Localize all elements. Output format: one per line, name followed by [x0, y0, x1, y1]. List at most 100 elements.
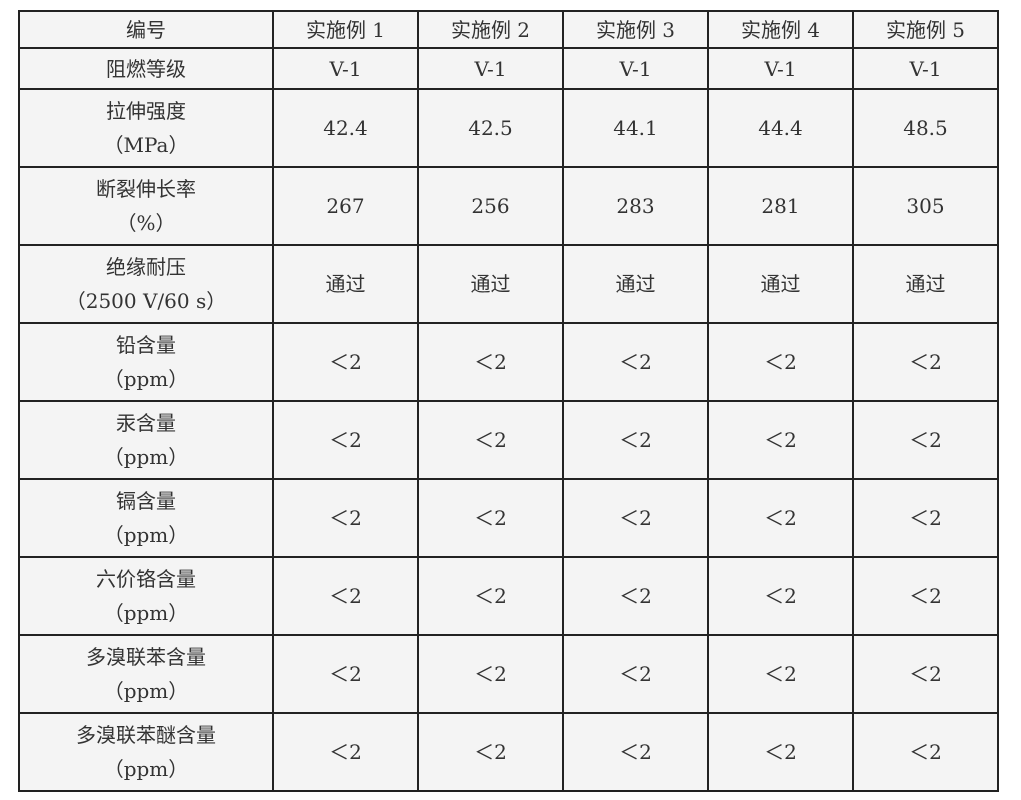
cell-text: 283 [616, 194, 655, 218]
cell-text: 通过 [905, 272, 946, 296]
cell-text: 实施例 5 [885, 17, 966, 42]
cell-text: （%） [116, 211, 176, 235]
value-cell: ＜2 [417, 322, 564, 402]
cell-text: 通过 [615, 272, 656, 296]
cell-text: 编号 [126, 17, 166, 42]
value-cell: V-1 [707, 47, 854, 90]
value-cell: ＜2 [417, 478, 564, 558]
table-row: 多溴联苯含量 （ppm） ＜2 ＜2 ＜2 ＜2 ＜2 [18, 634, 999, 714]
cell-text: ＜2 [619, 428, 652, 452]
value-cell: ＜2 [272, 322, 419, 402]
cell-text: ＜2 [909, 350, 942, 374]
cell-text: ＜2 [329, 740, 362, 764]
value-cell: ＜2 [417, 556, 564, 636]
cell-text: 实施例 4 [740, 17, 821, 42]
value-cell: 281 [707, 166, 854, 246]
value-cell: ＜2 [562, 478, 709, 558]
cell-text: ＜2 [329, 428, 362, 452]
cell-text: ＜2 [474, 584, 507, 608]
value-cell: ＜2 [852, 322, 999, 402]
value-cell: ＜2 [707, 634, 854, 714]
cell-text: ＜2 [474, 350, 507, 374]
value-cell: ＜2 [272, 556, 419, 636]
cell-text: 多溴联苯含量 [86, 645, 206, 669]
row-label: 铅含量 （ppm） [18, 322, 274, 402]
value-cell: ＜2 [852, 712, 999, 792]
value-cell: ＜2 [852, 634, 999, 714]
cell-text: ＜2 [764, 350, 797, 374]
value-cell: ＜2 [272, 400, 419, 480]
cell-text: ＜2 [909, 662, 942, 686]
value-cell: ＜2 [417, 634, 564, 714]
value-cell: 通过 [707, 244, 854, 324]
cell-text: （2500 V/60 s） [65, 289, 227, 313]
cell-text: 42.4 [323, 116, 368, 140]
cell-text: ＜2 [474, 428, 507, 452]
data-table: 编号 实施例 1 实施例 2 实施例 3 实施例 4 实施例 5 阻燃等级 V-1 V-1 V-1… [18, 10, 999, 792]
value-cell: V-1 [852, 47, 999, 90]
cell-text: 铅含量 [116, 333, 176, 357]
value-cell: 44.4 [707, 88, 854, 168]
row-label: 绝缘耐压 （2500 V/60 s） [18, 244, 274, 324]
value-cell: ＜2 [562, 556, 709, 636]
value-cell: 通过 [852, 244, 999, 324]
table-row: 镉含量 （ppm） ＜2 ＜2 ＜2 ＜2 ＜2 [18, 478, 999, 558]
table-row: 阻燃等级 V-1 V-1 V-1 V-1 V-1 [18, 47, 999, 90]
value-cell: V-1 [272, 47, 419, 90]
cell-text: 44.4 [758, 116, 803, 140]
row-label: 多溴联苯含量 （ppm） [18, 634, 274, 714]
cell-text: ＜2 [619, 662, 652, 686]
cell-text: V-1 [619, 56, 652, 81]
cell-text: 多溴联苯醚含量 [76, 723, 216, 747]
table-row: 铅含量 （ppm） ＜2 ＜2 ＜2 ＜2 ＜2 [18, 322, 999, 402]
cell-text: （ppm） [103, 445, 189, 469]
value-cell: 305 [852, 166, 999, 246]
value-cell: ＜2 [562, 634, 709, 714]
cell-text: 实施例 1 [305, 17, 386, 42]
value-cell: ＜2 [417, 712, 564, 792]
cell-text: （ppm） [103, 601, 189, 625]
cell-text: ＜2 [474, 662, 507, 686]
cell-text: V-1 [329, 56, 362, 81]
value-cell: ＜2 [272, 712, 419, 792]
row-label: 汞含量 （ppm） [18, 400, 274, 480]
value-cell: ＜2 [852, 556, 999, 636]
cell-text: 汞含量 [116, 411, 176, 435]
document: 编号 实施例 1 实施例 2 实施例 3 实施例 4 实施例 5 阻燃等级 V-1 V-1 V-1… [18, 10, 999, 792]
table-row: 断裂伸长率 （%） 267 256 283 281 305 [18, 166, 999, 246]
cell-text: ＜2 [764, 428, 797, 452]
table-row: 多溴联苯醚含量 （ppm） ＜2 ＜2 ＜2 ＜2 ＜2 [18, 712, 999, 792]
value-cell: ＜2 [272, 478, 419, 558]
value-cell: 256 [417, 166, 564, 246]
cell-text: 通过 [325, 272, 366, 296]
row-label: 多溴联苯醚含量 （ppm） [18, 712, 274, 792]
header-cell: 实施例 5 [852, 10, 999, 49]
cell-text: 实施例 2 [450, 17, 531, 42]
cell-text: ＜2 [474, 740, 507, 764]
value-cell: 48.5 [852, 88, 999, 168]
value-cell: ＜2 [852, 478, 999, 558]
value-cell: 通过 [272, 244, 419, 324]
cell-text: ＜2 [329, 584, 362, 608]
table-row: 拉伸强度 （MPa） 42.4 42.5 44.1 44.4 48.5 [18, 88, 999, 168]
cell-text: ＜2 [764, 506, 797, 530]
cell-text: 六价铬含量 [96, 567, 196, 591]
cell-text: ＜2 [619, 506, 652, 530]
cell-text: 256 [471, 194, 510, 218]
cell-text: ＜2 [329, 350, 362, 374]
row-label: 阻燃等级 [18, 47, 274, 90]
cell-text: V-1 [474, 56, 507, 81]
cell-text: 305 [906, 194, 945, 218]
table-row: 六价铬含量 （ppm） ＜2 ＜2 ＜2 ＜2 ＜2 [18, 556, 999, 636]
cell-text: ＜2 [764, 584, 797, 608]
cell-text: （MPa） [103, 133, 189, 157]
header-row: 编号 实施例 1 实施例 2 实施例 3 实施例 4 实施例 5 [18, 10, 999, 49]
cell-text: 绝缘耐压 [106, 255, 186, 279]
cell-text: ＜2 [909, 506, 942, 530]
cell-text: 通过 [470, 272, 511, 296]
row-label: 镉含量 （ppm） [18, 478, 274, 558]
value-cell: 通过 [417, 244, 564, 324]
value-cell: ＜2 [707, 322, 854, 402]
cell-text: ＜2 [764, 662, 797, 686]
